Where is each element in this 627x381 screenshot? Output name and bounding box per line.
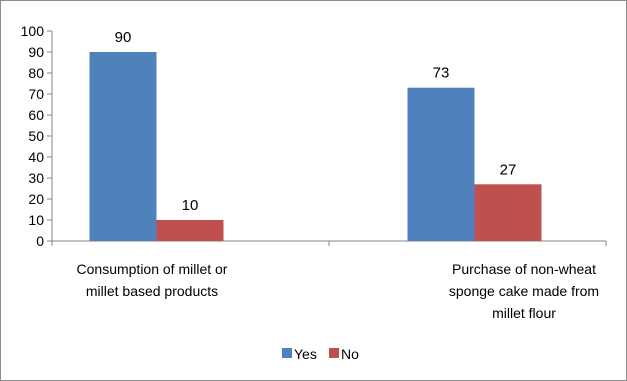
y-tick-label: 80 bbox=[28, 65, 44, 81]
data-label: 73 bbox=[433, 65, 450, 82]
y-tick-label: 0 bbox=[36, 233, 44, 249]
legend-swatch-yes bbox=[282, 348, 292, 358]
category-label: sponge cake made from bbox=[449, 283, 599, 299]
category-label: Purchase of non-wheat bbox=[452, 261, 596, 277]
y-tick-label: 20 bbox=[28, 191, 44, 207]
bar-yes-0 bbox=[89, 52, 157, 241]
data-labels: 90 10 73 27 bbox=[115, 29, 517, 214]
y-tick-label: 60 bbox=[28, 107, 44, 123]
category-labels: Consumption of millet or millet based pro… bbox=[77, 261, 600, 321]
data-label: 10 bbox=[182, 197, 199, 214]
y-tick-label: 70 bbox=[28, 86, 44, 102]
bar-no-0 bbox=[156, 220, 224, 241]
data-label: 27 bbox=[500, 161, 517, 178]
y-tick-label: 40 bbox=[28, 149, 44, 165]
y-axis-ticks: 0 10 20 30 40 50 60 70 80 90 100 bbox=[21, 23, 52, 249]
legend-swatch-no bbox=[329, 348, 339, 358]
category-label: millet based products bbox=[86, 283, 218, 299]
data-label: 90 bbox=[115, 29, 132, 46]
bars bbox=[89, 52, 542, 241]
legend-label-no: No bbox=[341, 346, 359, 362]
category-label: millet flour bbox=[492, 305, 556, 321]
y-tick-label: 10 bbox=[28, 212, 44, 228]
category-label: Consumption of millet or bbox=[77, 261, 228, 277]
bar-yes-1 bbox=[407, 87, 475, 241]
legend-label-yes: Yes bbox=[294, 346, 317, 362]
bar-no-1 bbox=[474, 184, 542, 241]
y-tick-label: 90 bbox=[28, 44, 44, 60]
legend: Yes No bbox=[282, 346, 359, 362]
y-tick-label: 50 bbox=[28, 128, 44, 144]
y-tick-label: 30 bbox=[28, 170, 44, 186]
y-tick-label: 100 bbox=[21, 23, 45, 39]
